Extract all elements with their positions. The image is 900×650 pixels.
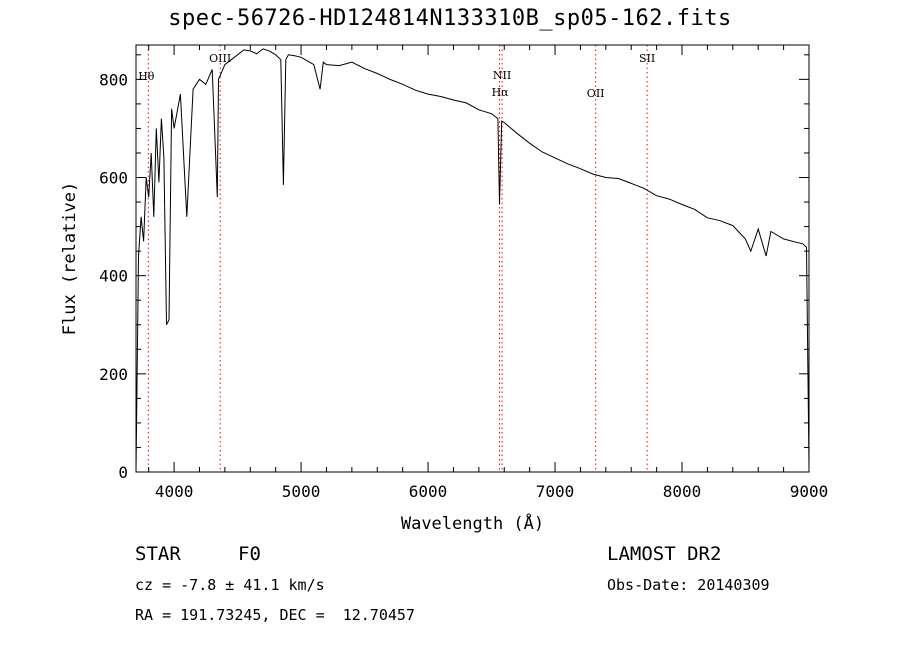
redshift-text: cz = -7.8 ± 41.1 km/s xyxy=(135,576,325,594)
x-tick-label: 4000 xyxy=(155,482,194,501)
marker-label-1: OIII xyxy=(209,52,231,65)
series-line-0 xyxy=(135,48,810,473)
y-tick-label: 0 xyxy=(118,463,128,482)
plot-frame xyxy=(135,44,810,473)
survey-name: LAMOST DR2 xyxy=(607,543,722,565)
coordinates-text: RA = 191.73245, DEC = 12.70457 xyxy=(135,606,415,624)
x-tick-label: 5000 xyxy=(282,482,321,501)
x-axis-label: Wavelength (Å) xyxy=(401,512,544,534)
x-tick-label: 8000 xyxy=(663,482,702,501)
y-tick-label: 400 xyxy=(99,267,128,286)
chart-title: spec-56726-HD124814N133310B_sp05-162.fit… xyxy=(168,6,732,31)
marker-label-5: SII xyxy=(639,52,655,65)
object-type: STAR xyxy=(135,543,181,565)
marker-label-4: OII xyxy=(587,87,605,100)
marker-label-0: Hθ xyxy=(138,70,155,83)
object-subclass: F0 xyxy=(238,543,261,565)
marker-label-2: NII xyxy=(493,69,511,82)
x-tick-label: 9000 xyxy=(790,482,829,501)
x-tick-label: 7000 xyxy=(536,482,575,501)
x-tick-label: 6000 xyxy=(409,482,448,501)
y-axis-label: Flux (relative) xyxy=(60,182,80,336)
y-tick-label: 600 xyxy=(99,169,128,188)
y-tick-label: 800 xyxy=(99,70,128,89)
observation-date: Obs-Date: 20140309 xyxy=(607,576,770,594)
y-tick-label: 200 xyxy=(99,365,128,384)
marker-label-3: Hα xyxy=(492,86,510,99)
